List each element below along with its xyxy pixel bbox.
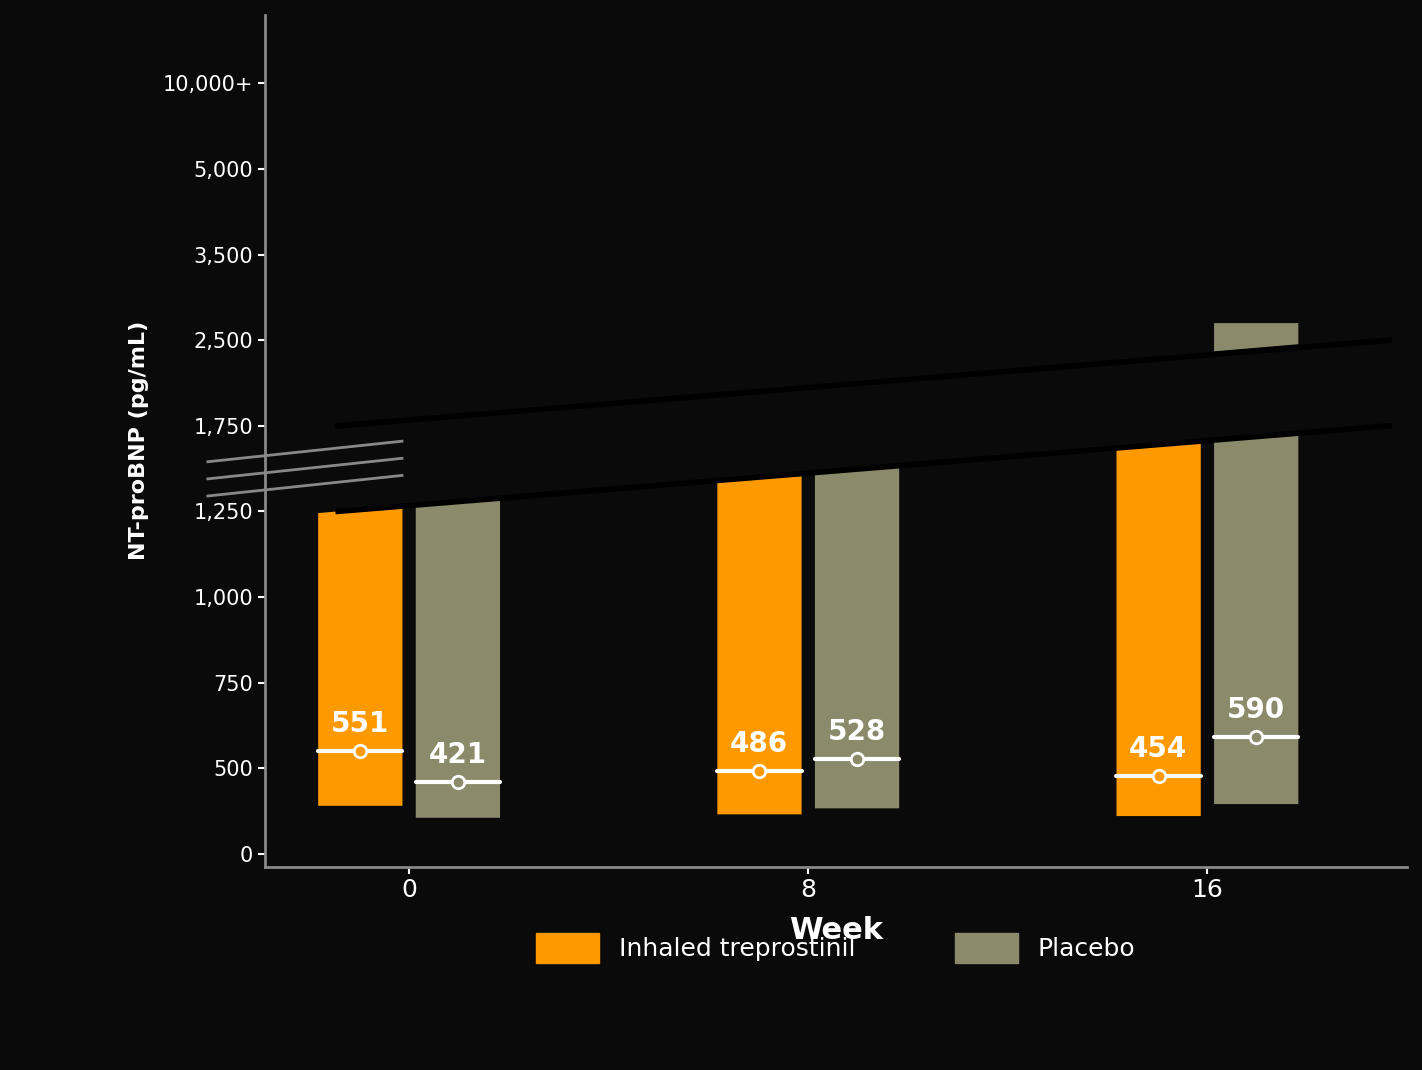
Text: 454: 454 [1129,735,1187,763]
Text: 421: 421 [428,740,486,769]
Text: 528: 528 [828,718,886,746]
Polygon shape [1214,323,1298,351]
Text: 590: 590 [1227,697,1285,724]
Text: 551: 551 [331,709,390,738]
Polygon shape [815,463,899,808]
X-axis label: Week: Week [789,916,883,945]
Polygon shape [1116,438,1200,816]
Text: 486: 486 [729,730,788,758]
Polygon shape [415,498,501,817]
Polygon shape [1214,430,1298,804]
Legend: Inhaled treprostinil, Placebo: Inhaled treprostinil, Placebo [526,922,1146,974]
Polygon shape [338,340,1389,511]
Polygon shape [717,472,802,814]
Y-axis label: NT-proBNP (pg/mL): NT-proBNP (pg/mL) [129,321,149,561]
Polygon shape [319,506,402,806]
